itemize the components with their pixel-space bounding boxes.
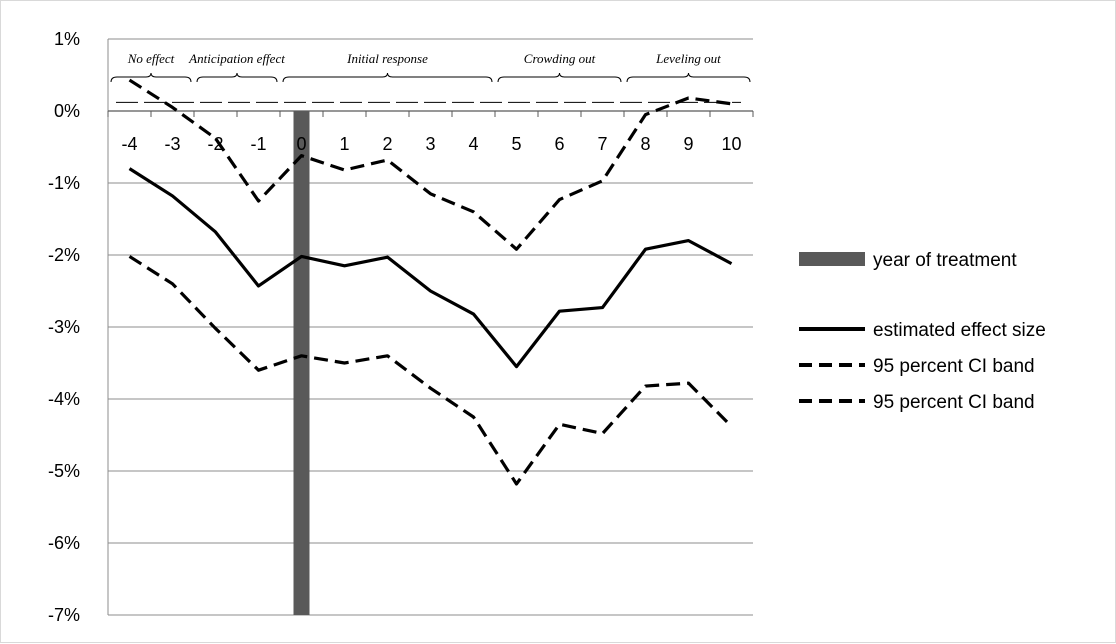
x-tick-label: 4 [468,134,478,154]
y-tick-label: -2% [48,245,80,265]
phase-label: Leveling out [655,51,721,66]
x-tick-label: -2 [207,134,223,154]
y-tick-label: -6% [48,533,80,553]
series-line-2 [128,255,733,486]
x-tick-label: 6 [554,134,564,154]
gridlines [107,38,754,616]
y-tick-label: -1% [48,173,80,193]
phase-label: No effect [127,51,175,66]
phase-bracket [196,72,278,83]
legend-label-series-0: estimated effect size [873,320,1046,341]
x-tick-labels: -4 -3 -2 -1 0 1 2 3 4 5 6 7 8 9 10 [121,134,741,154]
x-tick-label: 1 [339,134,349,154]
x-tick-label: 2 [382,134,392,154]
phase-bracket [110,72,192,83]
x-tick-label: 10 [721,134,741,154]
y-tick-label: 0% [54,101,80,121]
x-tick-label: 0 [296,134,306,154]
legend: year of treatment estimated effect size 95… [799,250,1046,413]
legend-label-treatment: year of treatment [873,250,1017,271]
phase-bracket [626,72,751,83]
phase-annotations: No effect Anticipation effect Initial resp… [110,51,751,103]
phase-label: Anticipation effect [188,51,285,66]
y-tick-labels: 1% 0% -1% -2% -3% -4% -5% -6% -7% [48,29,80,625]
y-tick-label: -7% [48,605,80,625]
legend-label-series-1: 95 percent CI band [873,356,1035,377]
series-line-0 [128,167,733,369]
y-tick-label: -3% [48,317,80,337]
y-tick-label: -5% [48,461,80,481]
x-tick-label: -4 [121,134,137,154]
x-tick-label: 7 [597,134,607,154]
legend-label-series-2: 95 percent CI band [873,392,1035,413]
series-line-1 [128,78,732,251]
x-tick-label: 3 [425,134,435,154]
y-tick-label: 1% [54,29,80,49]
phase-bracket [497,72,622,83]
treatment-bar [293,111,310,615]
legend-swatch-treatment [799,252,865,266]
x-tick-label: 8 [640,134,650,154]
x-tick-label: -3 [164,134,180,154]
y-tick-label: -4% [48,389,80,409]
treatment-bar-group [293,111,310,615]
phase-label: Crowding out [524,51,596,66]
phase-label: Initial response [346,51,428,66]
series-lines [128,78,733,486]
x-tick-label: 9 [683,134,693,154]
phase-bracket [282,72,493,83]
x-tick-label: 5 [511,134,521,154]
x-tick-label: -1 [250,134,266,154]
